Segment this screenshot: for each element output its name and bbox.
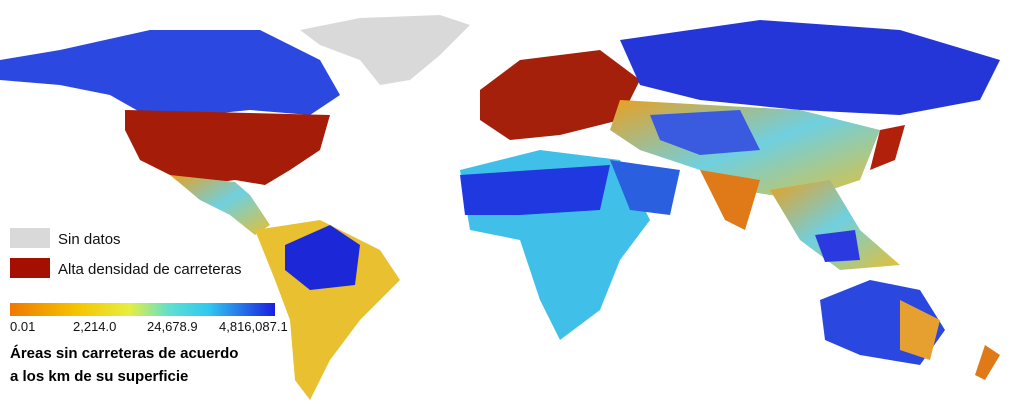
colorbar-tick: 2,214.0 xyxy=(73,319,116,334)
legend-swatch xyxy=(10,228,50,248)
caption: Áreas sin carreteras de acuerdo xyxy=(10,345,238,362)
legend-label: Sin datos xyxy=(58,231,121,248)
land xyxy=(0,15,1000,400)
colorbar xyxy=(10,303,275,316)
legend-swatch xyxy=(10,258,50,278)
colorbar-tick: 24,678.9 xyxy=(147,319,198,334)
colorbar-tick: 0.01 xyxy=(10,319,35,334)
caption: a los km de su superficie xyxy=(10,368,188,385)
colorbar-tick: 4,816,087.1 xyxy=(219,319,288,334)
legend-label: Alta densidad de carreteras xyxy=(58,261,241,278)
